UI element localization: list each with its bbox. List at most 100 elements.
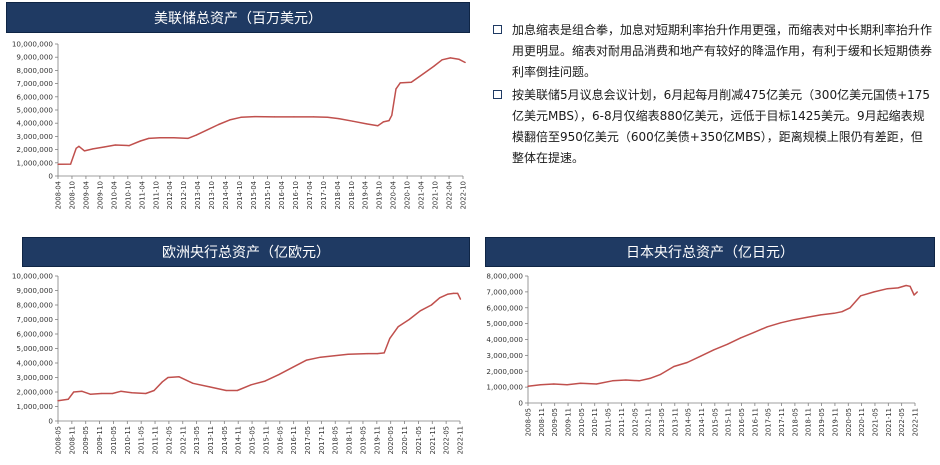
data-point	[187, 137, 189, 139]
data-point	[916, 291, 918, 293]
data-point	[713, 349, 715, 351]
data-point	[638, 380, 640, 382]
data-point	[457, 292, 459, 294]
bullet-square-icon	[493, 90, 502, 99]
x-tick-label: 2012-11	[179, 426, 187, 454]
data-point	[57, 163, 59, 165]
data-point	[860, 295, 862, 297]
data-point	[319, 356, 322, 358]
x-tick-label: 2014-11	[235, 426, 243, 454]
data-point	[195, 134, 197, 136]
data-point	[376, 353, 378, 355]
x-tick-label: 2013-11	[207, 426, 215, 454]
x-tick-label: 2008-04	[55, 181, 63, 209]
x-tick-label: 2011-04	[138, 181, 146, 209]
data-point	[913, 294, 915, 296]
x-tick-label: 2013-10	[208, 181, 216, 209]
data-point	[849, 307, 851, 309]
data-point	[206, 129, 208, 131]
y-tick-label: 3,000,000	[16, 132, 53, 141]
data-point	[397, 326, 399, 328]
data-point	[100, 392, 102, 395]
data-point	[159, 137, 161, 139]
x-tick-label: 2022-05	[898, 408, 906, 436]
y-tick-label: 7,000,000	[486, 287, 523, 296]
data-point	[660, 373, 662, 375]
data-point	[292, 366, 294, 368]
x-tick-label: 2022-11	[912, 408, 920, 436]
x-tick-label: 2010-05	[110, 426, 118, 454]
data-point	[148, 137, 150, 139]
x-tick-label: 2017-04	[306, 181, 314, 209]
chart-ecb-assets: 0 1,000,000 2,000,000 3,000,000 4,000,000 5,0…	[12, 272, 465, 455]
x-tick-label: 2021-05	[871, 408, 879, 436]
data-point	[441, 59, 443, 61]
data-point	[527, 385, 529, 387]
data-point	[240, 116, 242, 118]
y-tick-label: 6,000,000	[486, 303, 523, 312]
data-point	[388, 120, 390, 122]
x-tick-label: 2020-11	[401, 426, 409, 454]
x-tick-label: 2014-10	[236, 181, 244, 209]
x-tick-label: 2014-11	[698, 408, 706, 436]
x-tick-label: 2022-11	[457, 426, 465, 454]
data-point	[78, 145, 80, 147]
data-point	[886, 288, 888, 290]
data-point	[352, 120, 354, 122]
data-point	[218, 123, 220, 126]
x-tick-label: 2022-10	[460, 181, 468, 209]
data-point	[120, 390, 122, 392]
data-point	[128, 145, 130, 147]
y-tick-label: 2,000,000	[16, 388, 53, 397]
x-tick-label: 2022-05	[443, 426, 451, 454]
data-point	[833, 312, 835, 314]
y-tick-label: 8,000,000	[16, 301, 53, 310]
data-point	[780, 322, 782, 324]
data-point	[389, 337, 391, 339]
y-tick-label: 0	[48, 417, 53, 426]
x-tick-label: 2019-04	[362, 181, 370, 209]
x-tick-label: 2009-11	[565, 408, 573, 436]
data-point	[553, 383, 555, 385]
data-point	[70, 163, 72, 165]
x-tick-label: 2015-11	[725, 408, 733, 436]
series-line	[57, 57, 466, 166]
y-tick-label: 7,000,000	[16, 79, 53, 88]
chart-fed-assets: 0 1,000,000 2,000,000 3,000,000 4,000,000 5,0…	[12, 40, 468, 210]
x-tick-label: 2020-05	[387, 426, 395, 454]
data-point	[419, 310, 421, 312]
y-tick-label: 6,000,000	[16, 92, 53, 101]
x-tick-label: 2021-10	[432, 181, 440, 209]
data-point	[449, 57, 451, 59]
data-point	[225, 389, 227, 392]
data-point	[75, 147, 77, 149]
data-point	[178, 376, 180, 378]
data-point	[841, 311, 843, 313]
x-tick-label: 2013-04	[194, 181, 202, 209]
data-point	[139, 140, 141, 142]
data-point	[459, 298, 462, 300]
data-point	[740, 337, 742, 339]
data-point	[264, 380, 266, 382]
data-point	[686, 361, 688, 364]
x-tick-label: 2015-11	[262, 426, 270, 454]
x-tick-label: 2011-10	[152, 181, 160, 209]
data-point	[145, 392, 147, 395]
y-tick-label: 2,000,000	[16, 145, 53, 154]
chart-title-ecb: 欧洲央行总资产（亿欧元）	[22, 237, 470, 267]
x-tick-label: 2015-04	[250, 181, 258, 209]
bullet-text: 按美联储5月议息会议计划，6月起每月削减475亿美元（300亿美元国债+175亿…	[512, 88, 931, 165]
data-point	[192, 382, 194, 384]
x-tick-label: 2008-11	[538, 408, 546, 436]
y-tick-label: 5,000,000	[486, 319, 523, 328]
data-point	[408, 318, 410, 321]
x-tick-label: 2012-05	[631, 408, 639, 436]
x-tick-label: 2014-04	[222, 181, 230, 209]
y-tick-label: 10,000,000	[12, 40, 54, 49]
data-point	[873, 291, 875, 293]
y-tick-label: 4,000,000	[16, 359, 53, 368]
x-tick-label: 2009-11	[96, 426, 104, 454]
y-tick-label: 8,000,000	[16, 66, 53, 75]
x-tick-label: 2019-05	[818, 408, 826, 436]
y-tick-label: 8,000,000	[486, 272, 523, 281]
